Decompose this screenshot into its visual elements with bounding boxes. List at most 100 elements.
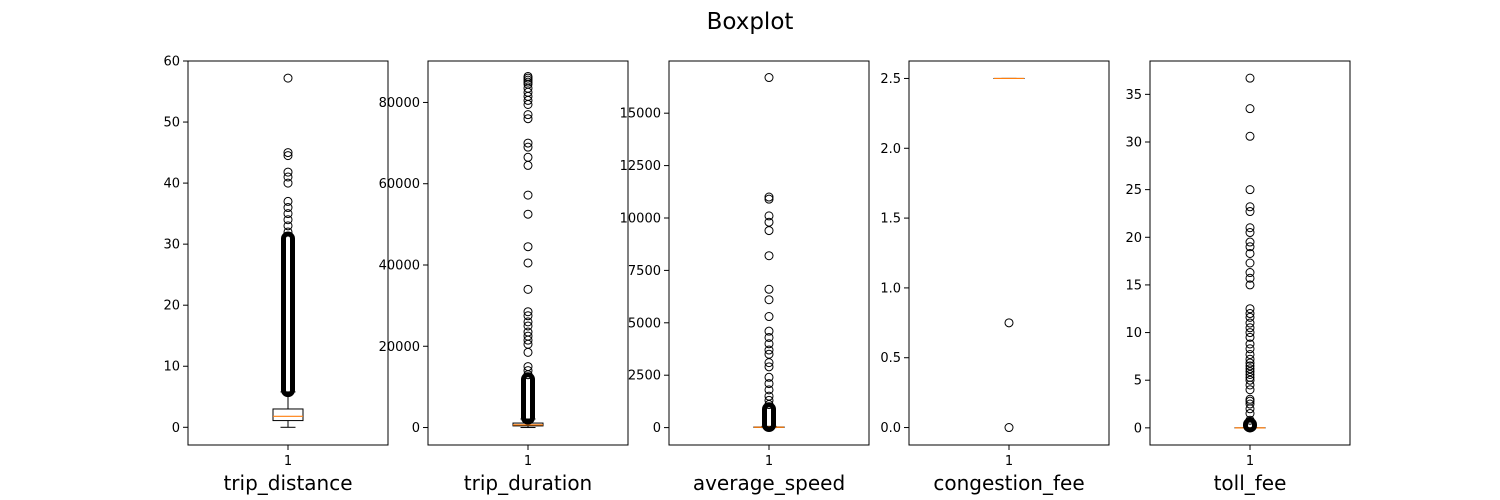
y-tick-label: 10000 (620, 211, 661, 226)
outlier-point (523, 331, 533, 341)
outlier-point (764, 192, 774, 202)
outlier-point (1245, 375, 1255, 385)
outlier-point (1245, 228, 1255, 238)
outlier-point (1245, 385, 1255, 395)
subplot-average-speed: 0 2500 5000 7500 10000 12500 15000 1 average_spe… (620, 60, 870, 495)
outlier-point (764, 385, 774, 395)
outlier-point (1245, 323, 1255, 333)
outlier-point (523, 71, 533, 81)
outlier-point (764, 379, 774, 389)
outlier-point (764, 73, 774, 83)
outlier-point (283, 209, 293, 219)
y-tick-label: 30 (163, 238, 180, 253)
y-tick-label: 0.0 (880, 421, 901, 436)
x-tick-label: 1 (1246, 454, 1254, 469)
outlier-point (523, 190, 533, 200)
outlier-point (764, 332, 774, 342)
axes-frame (668, 60, 870, 446)
subplot-trip-distance: 0 10 20 30 40 50 60 1 trip_distance (163, 55, 389, 495)
outlier-point (764, 211, 774, 221)
y-tick-label: 60000 (379, 177, 420, 192)
outlier-point (283, 151, 293, 161)
outlier-point (764, 349, 774, 359)
outlier-point (523, 258, 533, 268)
outlier-point (283, 227, 293, 237)
y-tick-label: 0 (1134, 421, 1142, 436)
outlier-point (283, 148, 293, 158)
x-axis-label: trip_duration (464, 471, 592, 495)
subplot-panels: 01020304050601trip_distance0200004000060… (163, 55, 1351, 495)
subplot-toll-fee: 0 5 10 15 20 25 30 35 1 toll_fee (1125, 60, 1351, 495)
y-tick-label: 2500 (628, 369, 661, 384)
y-tick-label: 2.0 (880, 142, 901, 157)
outlier-point (1245, 367, 1255, 377)
outlier-point (523, 362, 533, 372)
outlier-point (1245, 237, 1255, 247)
outlier-point (1245, 207, 1255, 217)
x-axis-label: average_speed (693, 471, 845, 495)
outlier-point (1245, 273, 1255, 283)
outlier-point (283, 196, 293, 206)
y-tick-label: 30 (1125, 135, 1142, 150)
y-tick-label: 0 (653, 421, 661, 436)
outlier-point (523, 284, 533, 294)
subplot-trip-duration: 0 20000 40000 60000 80000 1 trip_duration (379, 60, 629, 495)
outlier-point (1245, 339, 1255, 349)
figure-title: Boxplot (707, 9, 794, 35)
outlier-point (1245, 223, 1255, 233)
outlier-point (523, 307, 533, 317)
y-tick-label: 15 (1125, 278, 1142, 293)
outlier-point (764, 345, 774, 355)
y-tick-label: 0 (172, 421, 180, 436)
outlier-point (1245, 328, 1255, 338)
outlier-point (1245, 318, 1255, 328)
y-tick-label: 35 (1125, 88, 1142, 103)
outlier-point (1245, 415, 1255, 425)
x-axis-label: trip_distance (223, 471, 352, 495)
outlier-point (523, 242, 533, 252)
outlier-point (523, 152, 533, 162)
y-tick-label: 0 (412, 421, 420, 436)
x-tick-label: 1 (524, 454, 532, 469)
iqr-box (272, 408, 304, 422)
y-tick-label: 7500 (628, 264, 661, 279)
outlier-point (1245, 185, 1255, 195)
outlier-point (523, 317, 533, 327)
outlier-point (764, 395, 774, 405)
outlier-point (1245, 242, 1255, 252)
outlier-point (1245, 394, 1255, 404)
y-tick-label: 1.5 (880, 212, 901, 227)
y-tick-label: 10 (163, 360, 180, 375)
outlier-cluster (1243, 417, 1257, 433)
outlier-point (764, 339, 774, 349)
axes-frame (187, 60, 389, 446)
outlier-point (283, 73, 293, 83)
outlier-point (1245, 73, 1255, 83)
outlier-point (1245, 258, 1255, 268)
outlier-point (1245, 268, 1255, 278)
subplot-congestion-fee: 0.0 0.5 1.0 1.5 2.0 2.5 1 congestion_fee (880, 60, 1110, 495)
x-tick-label: 1 (765, 454, 773, 469)
outlier-point (1245, 358, 1255, 368)
outlier-point (523, 366, 533, 376)
y-tick-label: 20 (1125, 231, 1142, 246)
y-tick-label: 15000 (620, 107, 661, 122)
outlier-point (764, 194, 774, 204)
axes-frame (908, 60, 1110, 446)
y-tick-label: 20 (163, 299, 180, 314)
y-tick-label: 5000 (628, 316, 661, 331)
outlier-point (1245, 409, 1255, 419)
y-tick-label: 10 (1125, 326, 1142, 341)
outlier-point (283, 172, 293, 182)
outlier-point (1245, 304, 1255, 314)
y-tick-label: 80000 (379, 96, 420, 111)
y-tick-label: 1.0 (880, 281, 901, 296)
outlier-point (1245, 309, 1255, 319)
y-tick-label: 60 (163, 55, 180, 70)
outlier-point (283, 203, 293, 213)
outlier-point (1245, 364, 1255, 374)
outlier-point (1245, 248, 1255, 258)
outlier-point (1245, 104, 1255, 114)
outlier-point (764, 362, 774, 372)
